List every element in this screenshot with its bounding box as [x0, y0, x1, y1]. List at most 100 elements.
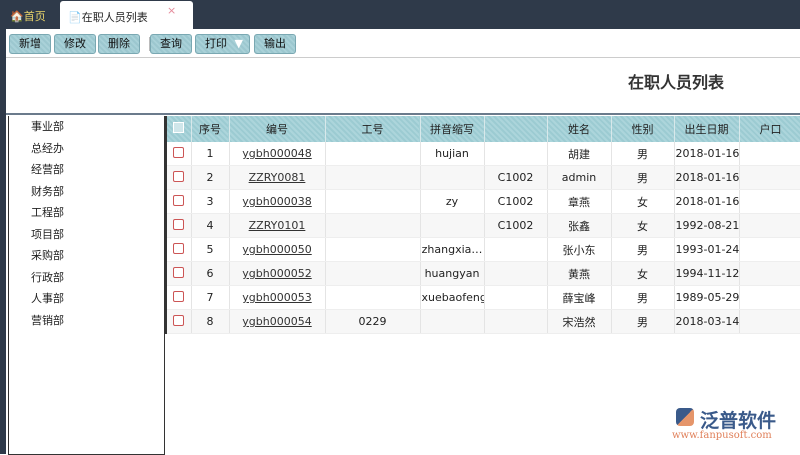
table-row[interactable]: 7 ygbh000053 xuebaofeng 薛宝峰男 1989-05-29 [167, 285, 800, 310]
column-header[interactable]: 出生日期 [674, 116, 740, 142]
table-cell: 张鑫 [547, 213, 612, 238]
logo-url: www.fanpusoft.com [672, 430, 772, 441]
delete-button[interactable]: 删除 [98, 34, 140, 54]
table-cell [484, 309, 548, 334]
table-row[interactable]: 5 ygbh000050 zhangxia… 张小东男 1993-01-24 [167, 237, 800, 262]
employee-table: 序号 编号 工号 拼音缩写 姓名 性别 出生日期 户口 1 ygbh000048 hujian 胡建… [165, 116, 800, 334]
department-item[interactable]: 行政部 [31, 270, 64, 284]
row-checkbox[interactable] [173, 146, 185, 158]
table-cell: 宋浩然 [547, 309, 612, 334]
select-all-checkbox[interactable] [167, 116, 192, 142]
edit-button[interactable]: 修改 [54, 34, 96, 54]
table-cell: C1002 [484, 189, 548, 214]
table-cell [325, 261, 421, 286]
table-cell [739, 142, 800, 166]
table-row[interactable]: 8 ygbh000054 0229 宋浩然男 2018-03-14 [167, 309, 800, 334]
employee-id-link[interactable]: ZZRY0101 [248, 219, 306, 232]
home-icon: 🏠 [10, 10, 24, 23]
employee-id-link[interactable]: ygbh000050 [242, 243, 312, 256]
query-button[interactable]: 查询 [150, 34, 192, 54]
table-row[interactable]: 3 ygbh000038 zy C1002 章燕女 2018-01-16 [167, 189, 800, 214]
add-button[interactable]: 新增 [9, 34, 51, 54]
row-checkbox[interactable] [173, 314, 185, 326]
table-cell: 2018-03-14 [674, 309, 740, 334]
table-cell: 1994-11-12 [674, 261, 740, 286]
row-checkbox[interactable] [173, 290, 185, 302]
employee-id-link[interactable]: ygbh000038 [242, 195, 312, 208]
table-row[interactable]: 1 ygbh000048 hujian 胡建男 2018-01-16 [167, 142, 800, 166]
table-cell: zy [420, 189, 485, 214]
department-item[interactable]: 总经办 [31, 141, 64, 155]
department-item[interactable]: 人事部 [31, 292, 64, 305]
table-cell: 2018-01-16 [674, 165, 740, 190]
table-cell: ZZRY0101 [229, 213, 326, 238]
print-button[interactable]: 打印 ▼ [195, 34, 250, 54]
table-cell: zhangxia… [420, 237, 485, 262]
table-cell: 5 [191, 237, 230, 262]
table-cell: 1 [191, 142, 230, 166]
department-item[interactable]: 项目部 [31, 227, 64, 241]
table-cell: admin [547, 165, 612, 190]
column-header[interactable]: 工号 [325, 116, 421, 142]
column-header[interactable] [484, 116, 548, 142]
employee-id-link[interactable]: ZZRY0081 [248, 171, 306, 184]
column-header[interactable]: 姓名 [547, 116, 612, 142]
table-cell: ygbh000054 [229, 309, 326, 334]
column-header[interactable]: 序号 [191, 116, 230, 142]
row-checkbox[interactable] [173, 194, 185, 206]
employee-id-link[interactable]: ygbh000054 [242, 315, 312, 328]
table-cell [325, 213, 421, 238]
department-item[interactable]: 营销部 [31, 313, 64, 327]
department-item[interactable]: 经营部 [31, 163, 64, 176]
table-cell: 1989-05-29 [674, 285, 740, 310]
department-item[interactable]: 工程部 [31, 206, 64, 219]
department-item[interactable]: 财务部 [31, 184, 64, 198]
table-cell [484, 285, 548, 310]
tab-home-label: 首页 [23, 10, 46, 23]
page-title: 在职人员列表 [628, 73, 725, 92]
table-cell: 女 [611, 213, 675, 238]
table-cell [420, 213, 485, 238]
table-row[interactable]: 4 ZZRY0101 C1002 张鑫女 1992-08-21 [167, 213, 800, 238]
row-checkbox[interactable] [173, 242, 185, 254]
table-cell [739, 237, 800, 262]
toolbar: 新增 修改 删除 查询 打印 ▼ 输出 [6, 29, 800, 58]
table-cell: 2018-01-16 [674, 189, 740, 214]
employee-id-link[interactable]: ygbh000052 [242, 267, 312, 280]
tab-label: 在职人员列表 [81, 11, 148, 24]
row-checkbox[interactable] [173, 218, 185, 230]
table-cell: 8 [191, 309, 230, 334]
frame-border [0, 29, 6, 454]
tab-employee-list[interactable]: 📄在职人员列表 × [60, 1, 193, 29]
department-item[interactable]: 采购部 [31, 249, 64, 262]
employee-id-link[interactable]: ygbh000048 [242, 147, 312, 160]
export-button[interactable]: 输出 [254, 34, 296, 54]
column-header[interactable]: 性别 [611, 116, 675, 142]
toolbar-separator [149, 37, 150, 51]
table-row[interactable]: 2 ZZRY0081 C1002 admin 男 2018-01-16 [167, 165, 800, 190]
table-cell [739, 189, 800, 214]
column-header[interactable]: 户口 [739, 116, 800, 142]
table-cell: 2018-01-16 [674, 142, 740, 166]
employee-id-link[interactable]: ygbh000053 [242, 291, 312, 304]
column-header[interactable]: 拼音缩写 [420, 116, 485, 142]
logo-mark-icon [676, 408, 694, 426]
column-header[interactable]: 编号 [229, 116, 326, 142]
table-cell: 3 [191, 189, 230, 214]
row-checkbox[interactable] [173, 266, 185, 278]
table-cell: 6 [191, 261, 230, 286]
table-cell: huangyan [420, 261, 485, 286]
print-label: 打印 [205, 37, 227, 50]
table-cell [420, 165, 485, 190]
close-icon[interactable]: × [167, 4, 177, 17]
table-row[interactable]: 6 ygbh000052 huangyan 黄燕女 1994-11-12 [167, 261, 800, 286]
row-checkbox[interactable] [173, 170, 185, 182]
table-cell: ygbh000038 [229, 189, 326, 214]
tab-home[interactable]: 🏠首页 [10, 8, 46, 24]
table-cell [325, 189, 421, 214]
department-item[interactable]: 事业部 [31, 120, 64, 133]
document-icon: 📄 [68, 11, 82, 24]
checkbox-cell [167, 237, 192, 262]
checkbox-cell [167, 213, 192, 238]
table-cell: ZZRY0081 [229, 165, 326, 190]
